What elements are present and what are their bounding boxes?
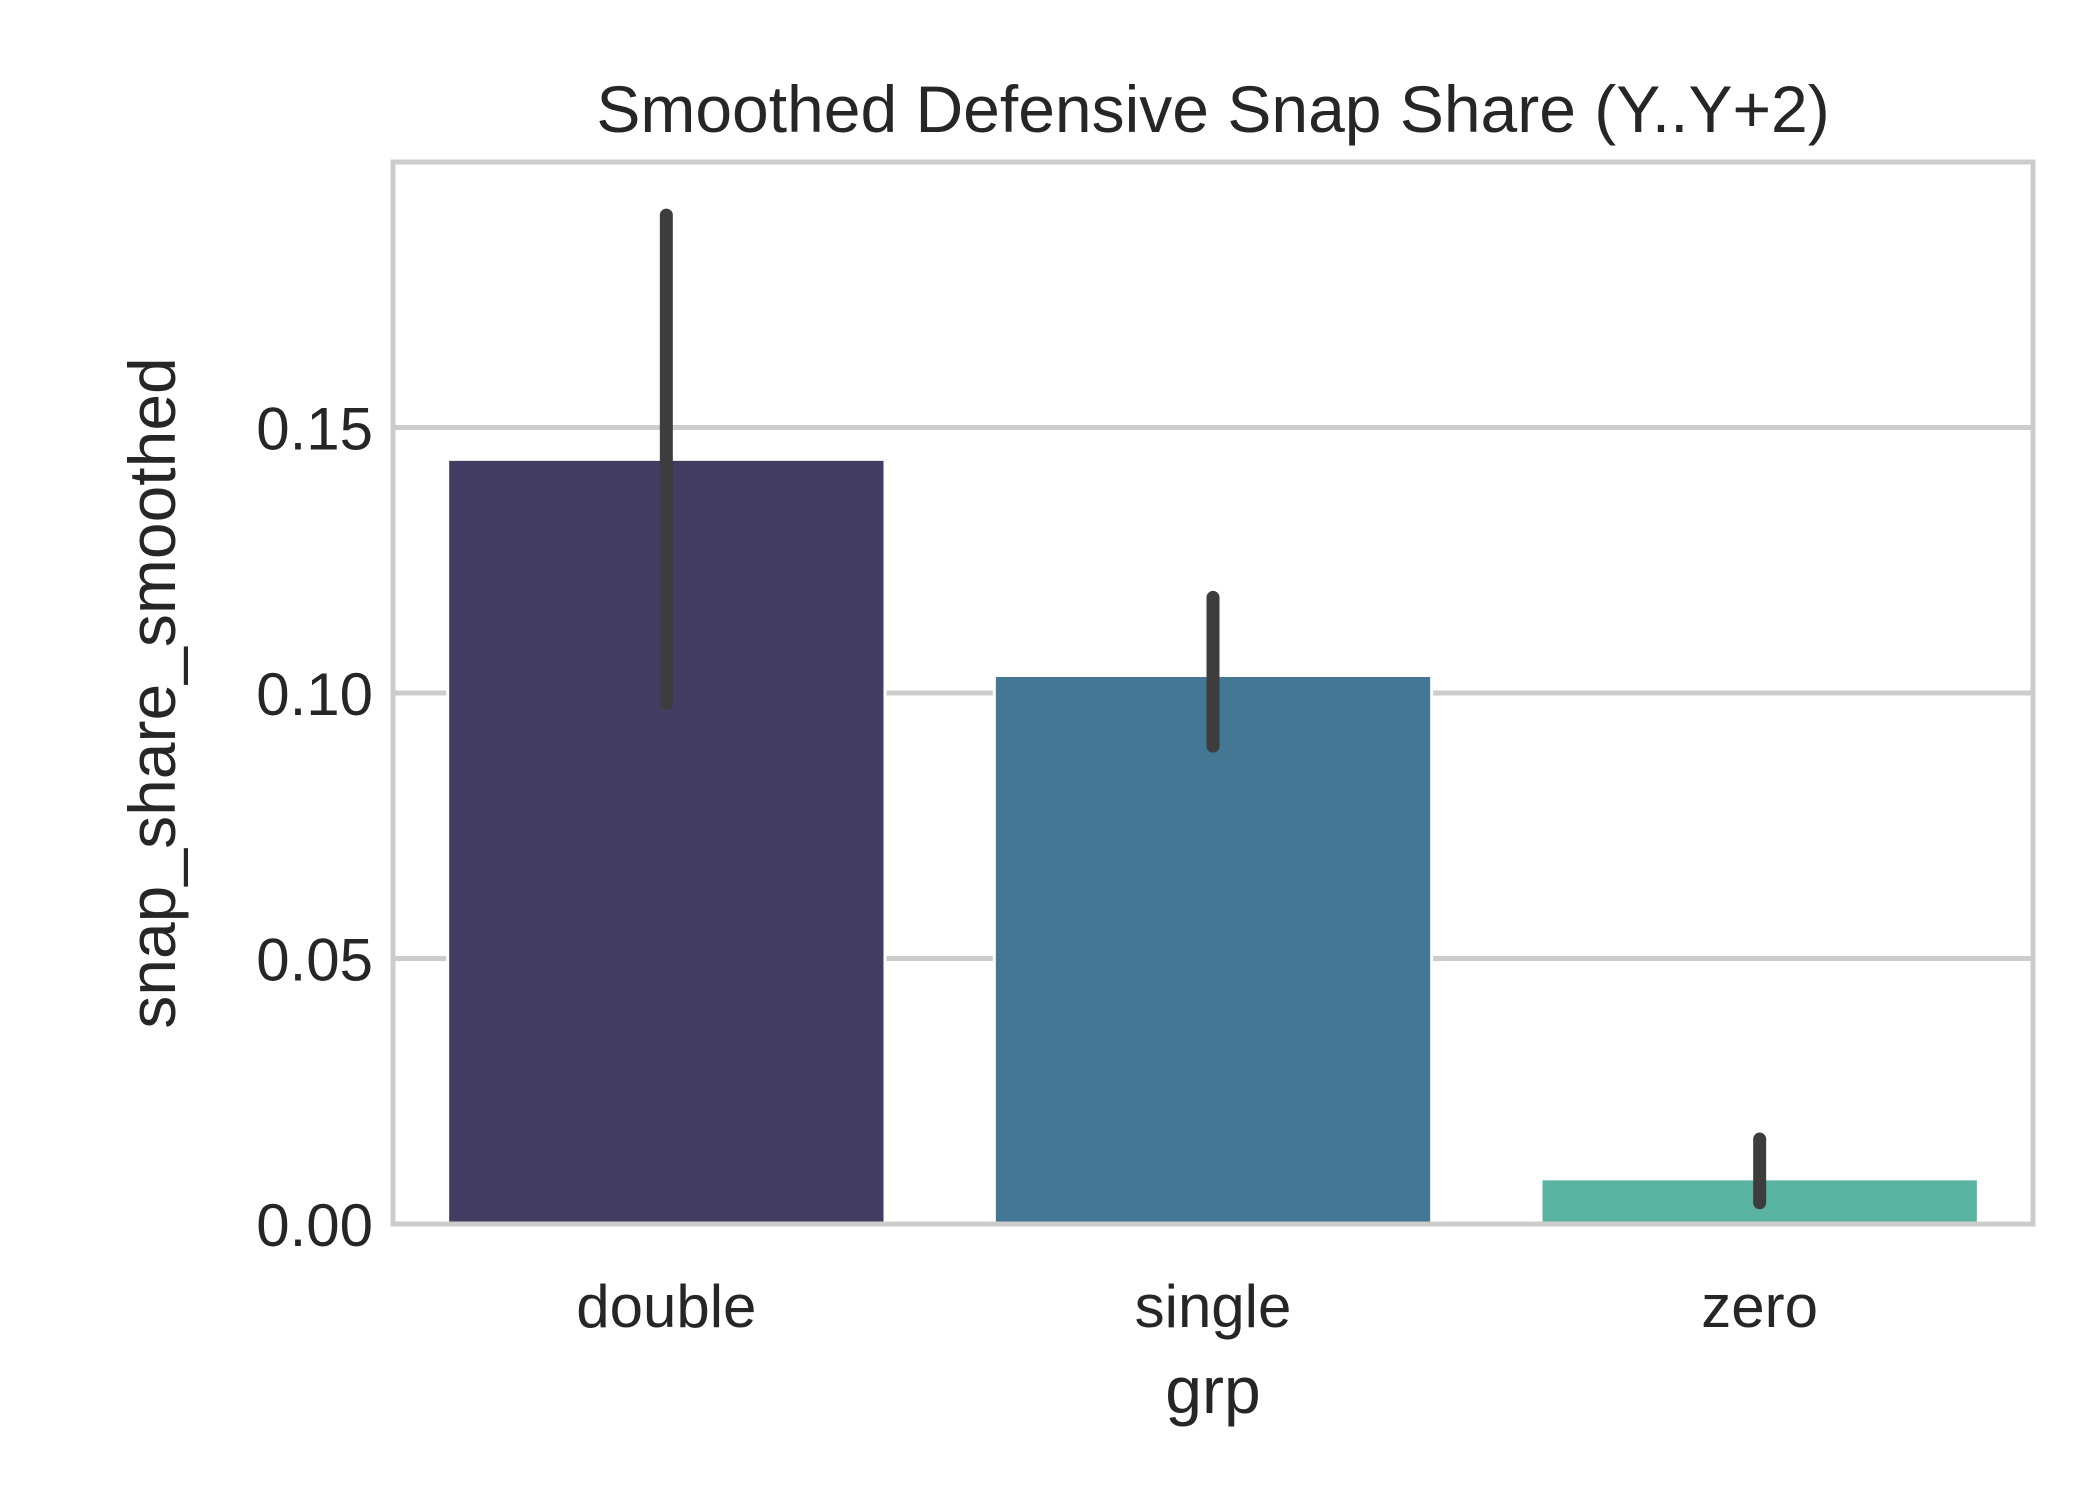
y-tick-labels: 0.00 0.05 0.10 0.15 <box>256 396 373 1260</box>
y-tick-label: 0.15 <box>256 396 373 463</box>
x-tick-labels: double single zero <box>576 1273 1818 1340</box>
y-tick-label: 0.05 <box>256 927 373 994</box>
bar-single <box>992 673 1434 1226</box>
chart-title: Smoothed Defensive Snap Share (Y..Y+2) <box>596 72 1829 146</box>
x-tick-label-zero: zero <box>1701 1273 1818 1340</box>
x-tick-label-double: double <box>576 1273 756 1340</box>
plot-frame <box>390 159 2036 1227</box>
y-tick-label: 0.00 <box>256 1192 373 1259</box>
y-tick-label: 0.10 <box>256 661 373 728</box>
x-tick-label-single: single <box>1135 1273 1292 1340</box>
y-axis-label: snap_share_smoothed <box>115 357 189 1028</box>
x-axis-label: grp <box>1165 1353 1260 1427</box>
error-bars <box>659 208 1767 1210</box>
